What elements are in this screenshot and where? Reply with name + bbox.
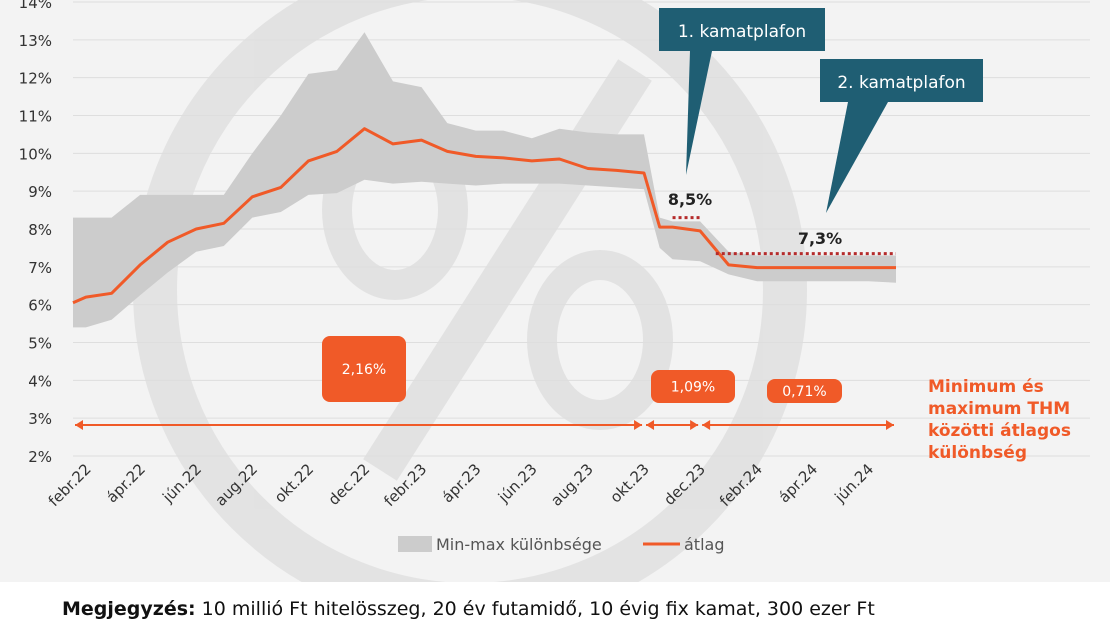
x-tick-label: jún.23 — [494, 460, 541, 507]
difference-label: 0,71% — [782, 384, 826, 400]
arrow-head-right-icon — [886, 420, 894, 430]
rate-cap-label: 7,3% — [798, 229, 842, 248]
callout-pointer — [826, 102, 888, 213]
arrow-head-left-icon — [702, 420, 711, 430]
x-axis-ticks: febr.22 ápr.22 jún.22 aug.22 okt.22 dec.22 feb… — [45, 460, 878, 510]
callout-box — [659, 8, 825, 51]
x-tick-label: ápr.23 — [438, 460, 484, 506]
x-tick-label: okt.22 — [271, 460, 317, 506]
y-tick-label: 11% — [19, 108, 52, 126]
x-tick-label: aug.23 — [547, 460, 597, 510]
callout-box — [820, 59, 983, 102]
y-tick-label: 10% — [19, 145, 52, 163]
x-tick-label: dec.22 — [325, 460, 374, 509]
y-tick-label: 12% — [19, 70, 52, 88]
x-tick-label: ápr.22 — [103, 460, 149, 506]
difference-box — [322, 336, 406, 402]
side-annotation-line: különbség — [928, 443, 1027, 463]
arrow-head-right-icon — [634, 420, 643, 430]
footnote-label: Megjegyzés: — [62, 598, 196, 620]
rate-cap-lines: 8,5% 7,3% — [668, 190, 896, 256]
y-tick-label: 9% — [28, 183, 52, 201]
footnote-text: 10 millió Ft hitelösszeg, 20 év futamidő… — [195, 598, 875, 620]
y-tick-label: 2% — [28, 448, 52, 466]
legend-label: átlag — [684, 535, 724, 554]
y-tick-label: 6% — [28, 297, 52, 315]
x-tick-label: febr.22 — [45, 460, 95, 510]
y-tick-label: 5% — [28, 335, 52, 353]
legend-swatch-area — [398, 536, 432, 552]
callout-label: 1. kamatplafon — [678, 22, 806, 42]
side-annotation-line: közötti átlagos — [928, 421, 1071, 441]
y-tick-label: 8% — [28, 221, 52, 239]
min-max-band-area — [73, 32, 896, 328]
min-max-band — [73, 32, 896, 328]
difference-annotations: 2,16% 1,09% 0,71% — [75, 336, 894, 430]
x-tick-label: jún.24 — [831, 460, 878, 507]
arrow-head-left-icon — [75, 420, 83, 430]
difference-label: 2,16% — [342, 362, 386, 378]
difference-box — [651, 370, 735, 403]
y-tick-label: 3% — [28, 410, 52, 428]
y-tick-label: 13% — [19, 32, 52, 50]
y-tick-label: 4% — [28, 372, 52, 390]
legend-label: Min-max különbsége — [436, 535, 602, 554]
y-tick-label: 14% — [19, 0, 52, 12]
callout-label: 2. kamatplafon — [837, 73, 965, 93]
rate-cap-label: 8,5% — [668, 190, 712, 209]
difference-label: 1,09% — [671, 380, 715, 396]
y-axis-ticks: 2% 3% 4% 5% 6% 7% 8% 9% 10% 11% 12% 13% 14% — [19, 0, 52, 466]
side-annotation-line: maximum THM — [928, 399, 1070, 419]
rate-cap-callouts: 1. kamatplafon 2. kamatplafon — [659, 8, 983, 213]
average-line — [72, 127, 896, 305]
y-tick-label: 7% — [28, 259, 52, 277]
side-annotation-line: Minimum és — [928, 377, 1044, 397]
average-series-line — [72, 127, 896, 305]
callout-pointer — [686, 51, 712, 175]
legend: Min-max különbsége átlag — [398, 535, 724, 554]
difference-box — [767, 379, 842, 403]
x-tick-label: ápr.24 — [775, 460, 821, 506]
arrow-head-left-icon — [646, 420, 655, 430]
arrow-head-right-icon — [690, 420, 699, 430]
x-tick-label: okt.23 — [606, 460, 652, 506]
footnote: Megjegyzés: 10 millió Ft hitelösszeg, 20… — [62, 598, 875, 620]
thm-line-chart: 2% 3% 4% 5% 6% 7% 8% 9% 10% 11% 12% 13% 14% 8,5% 7,3%… — [19, 0, 1090, 582]
